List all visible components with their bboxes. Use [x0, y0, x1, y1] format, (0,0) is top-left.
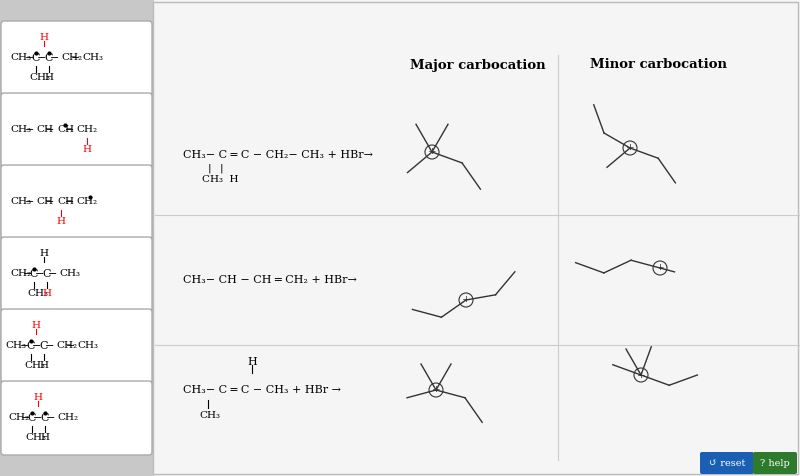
Text: −: −	[32, 341, 42, 351]
Text: −: −	[48, 269, 58, 279]
Text: CH: CH	[57, 126, 74, 135]
Text: −: −	[46, 341, 54, 351]
Text: +: +	[462, 296, 470, 305]
Text: CH₂: CH₂	[57, 414, 78, 423]
Text: C: C	[30, 269, 38, 279]
Text: C: C	[32, 53, 40, 63]
Text: CH: CH	[36, 126, 53, 135]
Text: +: +	[656, 264, 664, 272]
Text: |: |	[219, 163, 223, 173]
Text: −: −	[26, 197, 34, 207]
Text: C: C	[41, 413, 50, 423]
Text: +: +	[637, 370, 646, 379]
Text: ↺ reset: ↺ reset	[709, 458, 745, 467]
FancyBboxPatch shape	[1, 165, 152, 239]
Text: CH₃− C ═ C − CH₂− CH₃ + HBr→: CH₃− C ═ C − CH₂− CH₃ + HBr→	[183, 150, 373, 160]
Text: −: −	[34, 413, 42, 423]
FancyBboxPatch shape	[753, 452, 797, 474]
FancyBboxPatch shape	[700, 452, 754, 474]
Text: +: +	[432, 386, 440, 395]
Text: CH₃: CH₃	[10, 53, 31, 62]
Text: C: C	[45, 53, 54, 63]
Text: CH₃: CH₃	[10, 198, 31, 207]
Text: +: +	[428, 148, 436, 157]
Text: −: −	[66, 197, 74, 207]
Text: CH₃− C ═ C − CH₃ + HBr →: CH₃− C ═ C − CH₃ + HBr →	[183, 385, 341, 395]
Text: H: H	[34, 394, 42, 403]
Text: CH₃: CH₃	[29, 73, 50, 82]
Text: C: C	[26, 341, 35, 351]
Text: −: −	[35, 269, 45, 279]
Text: H: H	[39, 361, 49, 370]
Text: −: −	[26, 125, 34, 135]
Text: −: −	[66, 125, 74, 135]
Text: CH₃  H: CH₃ H	[202, 175, 238, 184]
Text: CH₂: CH₂	[76, 198, 97, 207]
Text: CH₂: CH₂	[56, 341, 77, 350]
Text: H: H	[247, 357, 257, 367]
Text: CH₃: CH₃	[77, 341, 98, 350]
Text: +: +	[626, 143, 634, 152]
Text: −: −	[22, 413, 30, 423]
Text: −: −	[46, 125, 54, 135]
Text: −: −	[38, 53, 46, 63]
Text: CH₃: CH₃	[82, 53, 103, 62]
Text: H: H	[31, 321, 41, 330]
Text: −: −	[46, 413, 56, 423]
Text: H: H	[42, 289, 51, 298]
FancyBboxPatch shape	[1, 93, 152, 167]
Text: CH₂: CH₂	[76, 126, 97, 135]
Text: CH₃: CH₃	[25, 434, 46, 443]
Text: −: −	[46, 197, 54, 207]
Text: CH₃: CH₃	[199, 410, 220, 419]
Text: CH₃: CH₃	[5, 341, 26, 350]
Text: ? help: ? help	[760, 458, 790, 467]
Text: |: |	[207, 163, 211, 173]
FancyBboxPatch shape	[1, 21, 152, 95]
Text: CH₃− CH − CH ═ CH₂ + HBr→: CH₃− CH − CH ═ CH₂ + HBr→	[183, 275, 357, 285]
Bar	[0, 0, 153, 476]
Text: Major carbocation: Major carbocation	[410, 59, 546, 71]
Text: CH₂: CH₂	[61, 53, 82, 62]
Text: C: C	[40, 341, 48, 351]
FancyBboxPatch shape	[1, 309, 152, 383]
Text: CH₂: CH₂	[8, 414, 29, 423]
FancyBboxPatch shape	[153, 2, 798, 474]
Text: CH₃: CH₃	[24, 361, 45, 370]
Bar	[153, 0, 800, 476]
FancyBboxPatch shape	[1, 237, 152, 311]
Text: −: −	[71, 53, 81, 63]
Text: H: H	[57, 218, 66, 227]
Text: Minor carbocation: Minor carbocation	[590, 59, 726, 71]
Text: −: −	[20, 341, 30, 351]
Text: −: −	[66, 341, 76, 351]
Text: CH: CH	[36, 198, 53, 207]
Text: CH₃: CH₃	[10, 126, 31, 135]
Text: H: H	[39, 249, 49, 258]
Text: CH₃: CH₃	[27, 289, 48, 298]
Text: −: −	[23, 269, 33, 279]
Text: −: −	[50, 53, 60, 63]
Text: C: C	[42, 269, 51, 279]
Text: H: H	[45, 73, 54, 82]
Text: CH₂: CH₂	[10, 269, 31, 278]
Text: −: −	[26, 53, 34, 63]
FancyBboxPatch shape	[1, 381, 152, 455]
Text: CH₃: CH₃	[59, 269, 80, 278]
Text: H: H	[41, 434, 50, 443]
Text: C: C	[28, 413, 36, 423]
Text: H: H	[39, 33, 49, 42]
Text: H: H	[82, 146, 91, 155]
Text: CH: CH	[57, 198, 74, 207]
